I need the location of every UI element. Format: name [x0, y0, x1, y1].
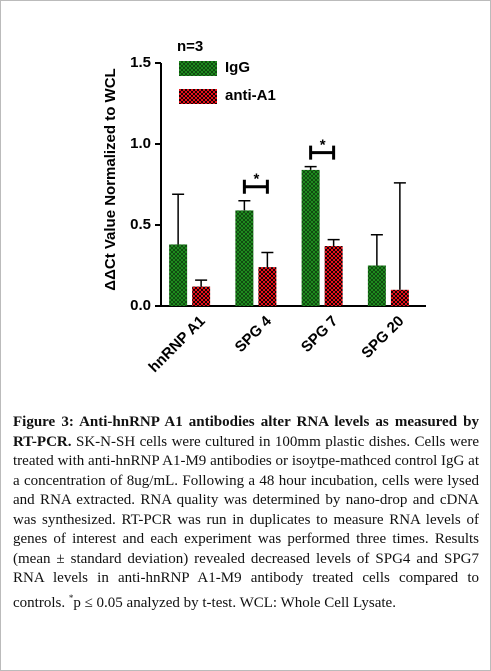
y-tick-label: 1.5	[130, 54, 151, 71]
y-tick-label: 0.5	[130, 216, 151, 233]
caption-title: Figure 3: Anti-hnRNP A1 antibodies alter…	[13, 414, 479, 450]
x-tick-label: hnRNP A1	[145, 313, 208, 376]
x-tick-label: SPG 20	[358, 313, 407, 362]
x-tick-label: SPG 4	[232, 312, 276, 356]
bar	[301, 169, 320, 306]
y-tick-label: 1.0	[130, 135, 151, 152]
x-tick-label: SPG 7	[298, 313, 341, 356]
legend-swatch	[179, 61, 217, 76]
significance-bracket	[242, 179, 269, 194]
chart: 0.0 0.5 1.0 1.5 ΔΔCt Value Normalized to WCL…	[102, 38, 426, 376]
error-bar	[370, 233, 383, 266]
significance-label: *	[253, 171, 259, 188]
caption-body: SK-N-SH cells were cultured in 100mm pla…	[13, 433, 479, 611]
y-axis-label: ΔΔCt Value Normalized to WCL	[102, 68, 119, 290]
annotation: n=3	[177, 38, 203, 55]
legend-label: anti-A1	[225, 87, 276, 104]
error-bar	[393, 182, 406, 290]
error-bar	[327, 238, 340, 247]
caption: Figure 3: Anti-hnRNP A1 antibodies alter…	[13, 413, 479, 613]
legend-label: IgG	[225, 59, 250, 76]
bar	[258, 267, 277, 306]
error-bar	[195, 279, 208, 287]
significance-bracket	[309, 145, 336, 160]
footnote-mark: *	[68, 592, 74, 603]
legend-swatch	[179, 89, 217, 104]
bar	[192, 286, 211, 306]
bar	[367, 265, 386, 306]
error-bar	[304, 165, 317, 170]
error-bar	[261, 251, 274, 268]
bar	[324, 246, 343, 306]
footnote: p ≤ 0.05 analyzed by t-test. WCL: Whole …	[73, 594, 396, 611]
error-bar	[172, 193, 185, 245]
significance-label: *	[320, 137, 326, 154]
error-bar	[238, 199, 251, 211]
y-tick-label: 0.0	[130, 297, 151, 314]
bar	[169, 244, 188, 306]
bar	[390, 289, 409, 306]
bar	[235, 210, 254, 306]
